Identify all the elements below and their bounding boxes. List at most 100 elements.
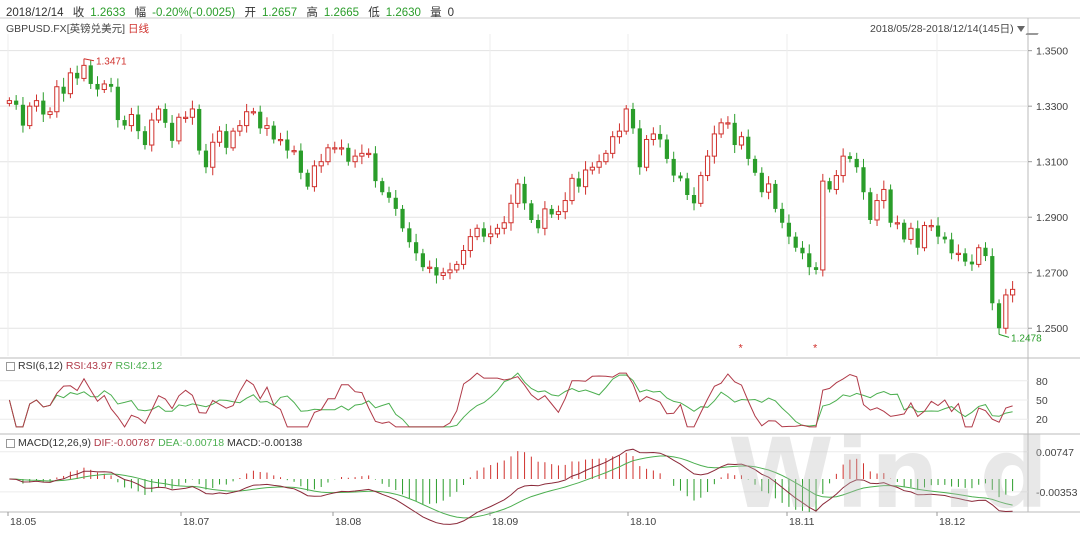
- volume-label: 量: [430, 7, 442, 19]
- candle-body-up: [264, 125, 270, 129]
- candle-body-up: [718, 122, 724, 135]
- candle-body-down: [793, 236, 798, 248]
- rsi-toggle-icon[interactable]: [6, 361, 15, 371]
- candle-body-down: [942, 236, 947, 240]
- candle-body-up: [488, 233, 494, 238]
- rsi-tick-label: 80: [1036, 376, 1048, 388]
- candle-body-up: [318, 161, 324, 167]
- candle-body-up: [210, 141, 216, 168]
- candle-body-up: [623, 108, 629, 132]
- candle-body-up: [366, 152, 372, 156]
- candle-body-down: [434, 267, 439, 276]
- rsi-series-2: RSI:42.12: [115, 360, 163, 372]
- macd-dif: DIF:-0.00787: [93, 437, 156, 449]
- candle-body-up: [928, 225, 934, 228]
- candle-body-up: [447, 269, 453, 274]
- candle-body-up: [874, 200, 880, 221]
- candle-body-down: [95, 83, 100, 90]
- candle-body-up: [610, 136, 616, 154]
- candle-body-up: [501, 222, 507, 229]
- candle-body-up: [427, 266, 433, 269]
- candle-body-down: [752, 158, 758, 173]
- period-tag[interactable]: 日线: [128, 23, 150, 35]
- candle-body-up: [508, 202, 514, 224]
- candle-body-down: [529, 203, 534, 220]
- candle-body-up: [515, 183, 521, 204]
- candle-body-down: [522, 183, 527, 204]
- candle-body-up: [128, 114, 135, 127]
- candle-body-down: [996, 303, 1002, 329]
- candle-body-down: [861, 167, 866, 193]
- candle-body-down: [915, 228, 920, 248]
- candle-body-up: [582, 169, 589, 188]
- high-value: 1.2665: [323, 7, 360, 19]
- candle-body-up: [908, 227, 914, 240]
- candle-body-up: [237, 125, 243, 132]
- candle-body-down: [481, 228, 486, 237]
- candle-body-down: [420, 253, 425, 268]
- candle-body-up: [155, 108, 162, 121]
- candle-body-down: [373, 153, 378, 182]
- rsi-series-1: RSI:43.97: [65, 360, 113, 372]
- candle-body-down: [678, 175, 683, 179]
- rsi-title: RSI(6,12): [18, 360, 63, 372]
- candle-body-down: [827, 181, 832, 190]
- candle-body-down: [169, 122, 175, 141]
- candle-body-up: [738, 136, 745, 146]
- candle-body-up: [820, 180, 826, 271]
- price-tick-label: 1.3500: [1036, 46, 1068, 58]
- low-value: 1.2630: [385, 7, 421, 19]
- candle-body-down: [868, 192, 873, 220]
- price-tick-label: 1.2900: [1036, 212, 1068, 224]
- candle-body-down: [691, 195, 697, 204]
- time-tick-label: 18.05: [10, 516, 36, 528]
- candle-body-down: [271, 125, 276, 140]
- max-price-label: 1.3471: [96, 57, 127, 68]
- candle-body-up: [440, 272, 446, 277]
- wind-watermark: Win.d: [728, 418, 1051, 530]
- min-price-label: 1.2478: [1011, 333, 1042, 344]
- quote-header: 2018/12/14 收 1.2633 幅 -0.20%(-0.0025) 开 1.2…: [6, 4, 460, 20]
- candle-body-down: [305, 172, 310, 187]
- candle-body-down: [142, 131, 148, 146]
- candle-body-up: [47, 111, 53, 115]
- candle-body-up: [921, 225, 928, 249]
- candle-body-up: [725, 122, 731, 125]
- candle-body-down: [197, 108, 202, 151]
- candle-body-down: [658, 133, 663, 140]
- event-marker: *: [813, 342, 818, 354]
- symbol-name: [英镑兑美元]: [66, 23, 126, 35]
- candle-body-up: [603, 152, 609, 163]
- date-range[interactable]: 2018/05/28-2018/12/14(145日): [870, 21, 1045, 36]
- candle-body-up: [589, 166, 595, 171]
- candle-body-down: [902, 222, 907, 240]
- time-tick-label: 18.07: [183, 516, 209, 528]
- candle-body-up: [183, 116, 189, 119]
- high-label: 高: [306, 7, 318, 19]
- rsi-6-line: [8, 372, 1013, 428]
- candle-body-down: [800, 247, 805, 254]
- candle-body-down: [969, 261, 975, 265]
- candle-body-up: [230, 130, 236, 149]
- candle-body-up: [976, 247, 982, 265]
- candle-body-up: [311, 165, 318, 188]
- candle-body-down: [14, 100, 19, 105]
- volume-value: 0: [447, 7, 455, 19]
- candle-body-down: [41, 100, 46, 115]
- change-value: -0.20%(-0.0025): [152, 7, 236, 19]
- macd-toggle-icon[interactable]: [6, 438, 15, 448]
- candle-body-up: [711, 133, 717, 157]
- candle-body-up: [460, 250, 467, 265]
- candle-body-up: [833, 175, 839, 190]
- macd-title: MACD(12,26,9): [18, 437, 91, 449]
- candle-body-down: [203, 150, 209, 168]
- min-pointer: [998, 333, 1010, 338]
- candle-body-up: [189, 108, 196, 118]
- candle-body-up: [67, 72, 73, 95]
- candle-body-down: [285, 139, 290, 151]
- macd-panel: 0.00747 -0.00353: [0, 447, 1078, 525]
- candle-body-up: [650, 133, 656, 140]
- candle-body-down: [88, 65, 93, 84]
- price-tick-label: 1.3300: [1036, 101, 1068, 113]
- dropdown-arrow-icon[interactable]: [1016, 26, 1025, 33]
